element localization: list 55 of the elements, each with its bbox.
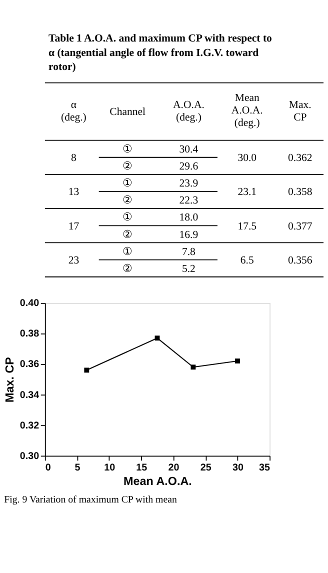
caption: Fig. 9 Variation of maximum CP with mean	[4, 494, 177, 506]
text: α (deg.)	[60, 98, 87, 124]
x-tick-label: 20	[168, 462, 180, 474]
point	[190, 364, 196, 370]
x-tick-label: 15	[136, 462, 148, 474]
y-tick-label: 0.38	[20, 328, 40, 340]
text: 23	[68, 254, 80, 266]
y-tick-label: 0.34	[20, 390, 40, 401]
text: ②	[122, 194, 133, 207]
text: 0.377	[288, 220, 313, 232]
text: 23.9	[179, 178, 198, 190]
x-tick-label: 0	[45, 462, 52, 474]
text: Channel	[110, 106, 146, 118]
text: 30.4	[179, 143, 199, 156]
text: A.O.A. (deg.)	[173, 98, 204, 124]
y-tick-label: 0.36	[20, 359, 40, 370]
text: 0.356	[288, 254, 313, 266]
text: 5.2	[182, 262, 196, 275]
y-tick-label: 0.30	[20, 450, 40, 462]
text: Table 1 A.O.A. and maximum CP with respect to α (tangential angle of flow from I.G.V. toward rotor)	[48, 32, 272, 74]
text: 17	[68, 220, 80, 232]
x-tick-label: 5	[74, 462, 81, 474]
text: 30.0	[238, 152, 257, 164]
text: 8	[70, 152, 76, 164]
text: ②	[122, 262, 133, 275]
point	[154, 336, 160, 341]
y-tick-label: 0.40	[20, 298, 40, 310]
text: 29.6	[179, 160, 199, 172]
x-tick-label: 25	[200, 462, 212, 474]
text: 22.3	[179, 194, 198, 207]
text: 17.5	[238, 220, 257, 232]
text: ①	[122, 246, 133, 258]
text: 13	[68, 186, 80, 198]
text: 23.1	[238, 186, 257, 198]
point	[235, 358, 240, 364]
text: 6.5	[240, 254, 254, 266]
text: ②	[122, 160, 133, 172]
text: Mean A.O.A. (deg.)	[231, 92, 263, 129]
text: ①	[122, 143, 133, 156]
x-tick-label: 30	[232, 462, 244, 474]
y-tick-label: 0.32	[20, 420, 40, 432]
text: 16.9	[179, 228, 198, 241]
text: ②	[122, 228, 133, 241]
text: 0.362	[288, 152, 312, 164]
x-axis-title: Mean A.O.A.	[124, 474, 192, 488]
y-axis-title: Max. CP	[4, 356, 17, 402]
x-tick-label: 35	[259, 462, 271, 474]
text: 7.8	[182, 246, 196, 258]
x-tick-label: 10	[104, 462, 116, 474]
text: Max. CP	[288, 98, 312, 124]
text: ①	[122, 178, 133, 190]
text: 18.0	[179, 212, 198, 224]
point	[84, 368, 90, 373]
text: 0.358	[288, 186, 312, 198]
text: ①	[122, 212, 133, 224]
